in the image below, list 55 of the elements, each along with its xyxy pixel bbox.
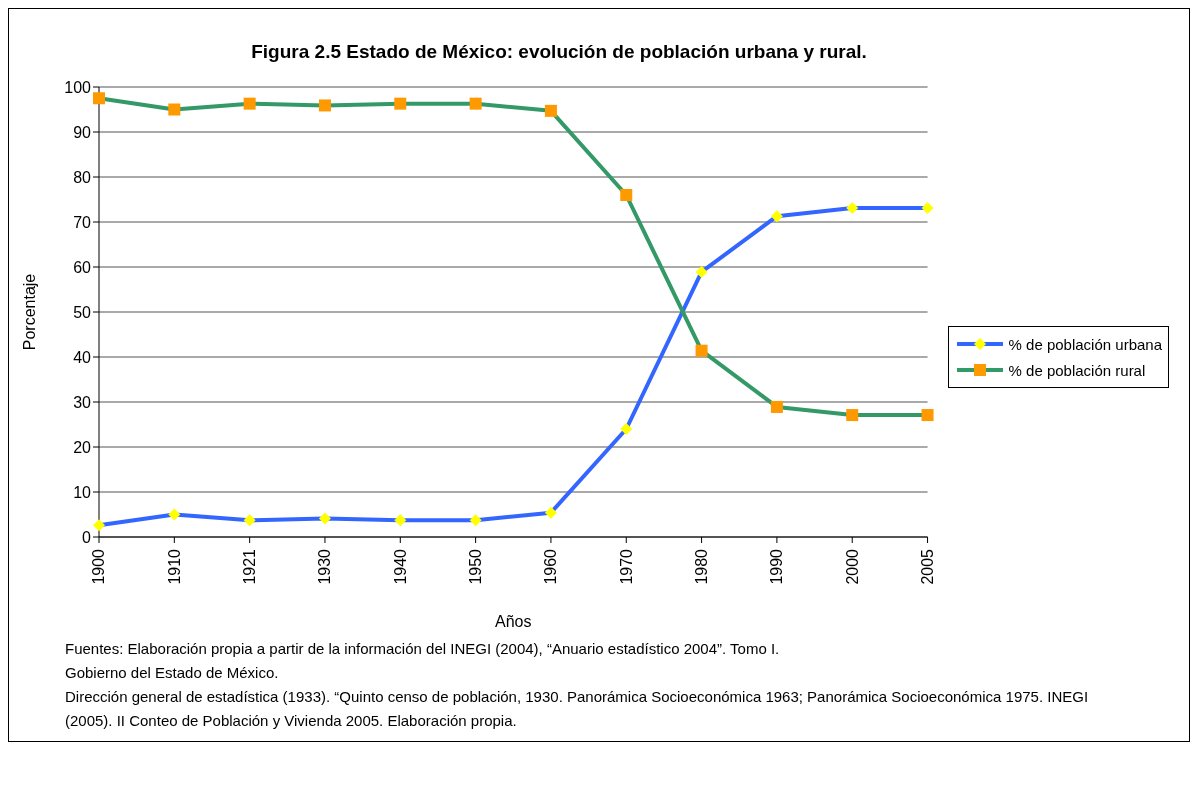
point: [168, 508, 181, 521]
text: Gobierno del Estado de México.: [65, 663, 280, 683]
x-tick-label: 2000: [843, 548, 861, 585]
y-tick-label: 0: [82, 528, 92, 546]
y-tick-label: 60: [73, 258, 92, 276]
y-tick-label: 50: [73, 303, 92, 321]
point: [243, 97, 256, 110]
chart-title: Figura 2.5 Estado de México: evolución de población urbana y rural.: [250, 41, 868, 63]
point: [544, 104, 557, 117]
point: [620, 423, 633, 435]
x-tick-label: 1950: [466, 548, 484, 585]
y-tick-label: 80: [73, 168, 92, 186]
x-tick-label: 1930: [316, 548, 334, 585]
point: [620, 189, 633, 201]
point: [168, 103, 181, 116]
point: [318, 512, 331, 525]
legend-label: % de población rural: [1008, 361, 1146, 379]
point: [770, 400, 783, 413]
point: [469, 97, 482, 110]
point: [846, 409, 859, 422]
x-tick-label: 1960: [542, 548, 560, 585]
y-tick-label: 40: [73, 348, 92, 366]
point: [93, 519, 105, 532]
point: [469, 514, 482, 527]
x-tick-label: 1980: [692, 548, 710, 585]
point: [695, 344, 708, 357]
point: [695, 265, 708, 278]
y-axis-title: Porcentaje: [20, 273, 38, 351]
y-tick-label: 30: [73, 393, 92, 411]
y-tick-label: 10: [73, 483, 92, 501]
point: [318, 99, 331, 112]
point: [770, 210, 783, 223]
y-tick-label: 20: [73, 438, 92, 456]
text: Dirección general de estadística (1933). “Quinto censo de población, 1930. Panorámica Socioeconómica 1963; Panorámica Socioeconómica 1975. INEGI (2005). II Conteo de Población y Vivienda 2005. Elaboración propia.: [65, 687, 1089, 731]
x-tick-label: 1940: [391, 548, 409, 585]
point: [921, 409, 934, 422]
point: [921, 202, 934, 215]
y-tick-label: 70: [73, 213, 92, 231]
source-note: Fuentes: Elaboración propia a partir de la información del INEGI (2004), “Anuario estadístico 2004”. Tomo I.: [65, 639, 781, 659]
x-tick-label: 2005: [918, 548, 936, 585]
legend-label: % de población urbana: [1008, 335, 1162, 353]
x-tick-label: 1900: [90, 548, 108, 585]
point: [394, 97, 407, 110]
x-tick-label: 1990: [768, 548, 786, 585]
point: [544, 506, 557, 519]
point: [243, 514, 256, 527]
point: [93, 92, 105, 105]
y-tick-label: 90: [73, 123, 92, 141]
x-tick-label: 1970: [617, 548, 635, 585]
x-tick-label: 1910: [165, 548, 183, 585]
x-tick-label: 1921: [241, 548, 258, 585]
y-tick-label: 100: [64, 78, 92, 96]
point: [394, 514, 407, 527]
x-axis-title: Años: [495, 613, 532, 630]
point: [846, 202, 859, 215]
